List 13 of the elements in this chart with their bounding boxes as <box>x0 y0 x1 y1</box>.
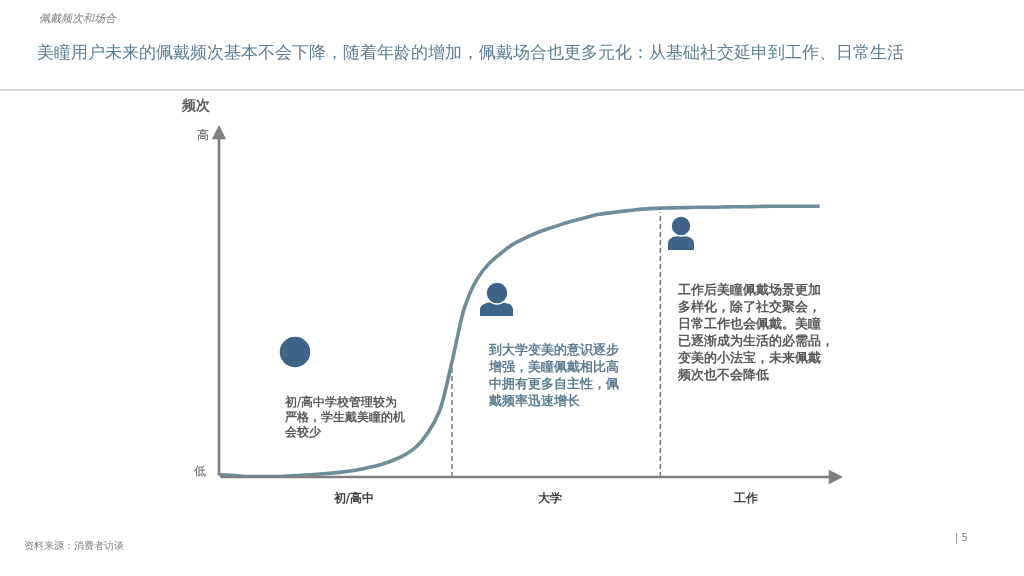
x-tick-label: 初/高中 <box>332 491 375 505</box>
chart-title: 美瞳用户未来的佩戴频次基本不会下降，随着年龄的增加，佩戴场合也更多元化：从基础社交延申到工作、日常生活 <box>37 42 904 62</box>
text: | 5 <box>955 532 968 544</box>
text: 佩戴频次和场合 <box>39 12 117 25</box>
x-tick-label: 大学 <box>538 491 562 505</box>
text: 低 <box>194 464 206 478</box>
annotation: 到大学变美的意识逐步增强，美瞳佩戴相比高中拥有更多自主性，佩戴频率迅速增长 <box>488 342 619 408</box>
annotation: 工作后美瞳佩戴场景更加多样化，除了社交聚会，日常工作也会佩戴。美瞳已逐渐成为生活的必需品，变美的小法宝，未来佩戴频次也不会降低 <box>677 282 834 382</box>
text: 资料来源：消费者访谈 <box>24 540 124 551</box>
annotation: 初/高中学校管理较为严格，学生戴美瞳的机会较少 <box>284 395 405 439</box>
text: 频次 <box>181 97 211 113</box>
text: 高 <box>197 128 209 142</box>
x-tick-label: 工作 <box>733 491 759 505</box>
